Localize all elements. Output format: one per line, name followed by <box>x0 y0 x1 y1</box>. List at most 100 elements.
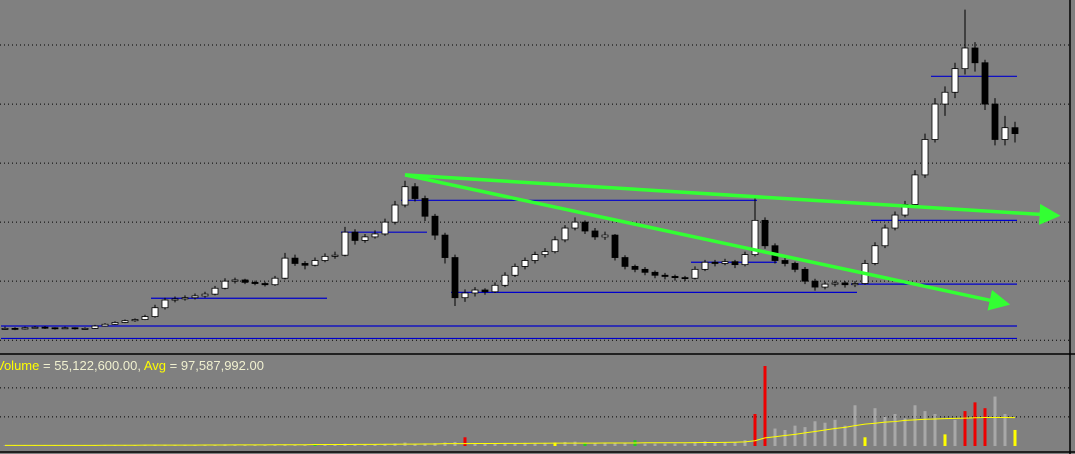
candle-body <box>131 319 139 322</box>
volume-bar <box>913 405 917 446</box>
volume-bar <box>483 443 487 446</box>
candle-body <box>961 47 969 70</box>
volume-bar <box>793 425 797 446</box>
candle-body <box>721 261 729 264</box>
volume-bar <box>273 444 277 446</box>
candle-body <box>411 186 419 199</box>
volume-bar <box>693 441 697 446</box>
candle-body <box>741 254 749 266</box>
volume-bar <box>883 416 887 446</box>
candle-body <box>241 279 249 283</box>
candle-body <box>311 260 319 266</box>
volume-bar <box>363 444 367 446</box>
candle-body <box>71 327 79 330</box>
candle-body <box>451 257 459 299</box>
candle-body <box>661 274 669 277</box>
volume-bar <box>603 443 607 446</box>
volume-bar <box>643 443 647 446</box>
volume-bar <box>903 418 907 446</box>
candle-body <box>641 268 649 273</box>
volume-bar <box>783 430 787 446</box>
candle-body <box>51 327 59 330</box>
volume-bar <box>593 443 597 446</box>
volume-bar <box>623 442 627 446</box>
candle-body <box>381 221 389 235</box>
readout-part: Avg <box>144 358 166 373</box>
candle-body <box>1011 127 1019 134</box>
candle-body <box>41 326 49 329</box>
candle-body <box>431 215 439 236</box>
candle-body <box>291 257 299 264</box>
candle-body <box>271 277 279 286</box>
volume-bar <box>1013 429 1017 446</box>
candle-body <box>781 260 789 264</box>
volume-bar <box>613 442 617 446</box>
volume-bar <box>433 443 437 446</box>
volume-bar <box>523 442 527 446</box>
candle-body <box>891 214 899 229</box>
volume-average-line <box>5 416 1016 446</box>
candle-body <box>221 280 229 289</box>
candle-body <box>541 251 549 255</box>
volume-bar <box>423 443 427 446</box>
volume-bar <box>353 444 357 446</box>
candle-body <box>881 227 889 247</box>
candle-body <box>941 91 949 105</box>
candle-body <box>21 327 29 330</box>
candle-body <box>31 326 39 329</box>
volume-bar <box>673 443 677 446</box>
candle-body <box>591 230 599 238</box>
candle-body <box>201 293 209 297</box>
volume-bar <box>653 443 657 446</box>
readout-part: = 55,122,600.00, <box>39 358 143 373</box>
volume-bar <box>713 442 717 446</box>
volume-bar <box>293 444 297 446</box>
volume-bar <box>733 441 737 446</box>
candle-body <box>571 221 579 229</box>
candle-body <box>341 231 349 256</box>
candle-body <box>321 255 329 261</box>
volume-bar <box>773 428 777 446</box>
candle-body <box>531 254 539 261</box>
candle-body <box>461 292 469 299</box>
volume-bar <box>743 440 747 446</box>
candle-body <box>701 261 709 270</box>
volume-bar <box>563 441 567 446</box>
candle-body <box>151 307 159 317</box>
volume-bar <box>383 443 387 446</box>
candle-body <box>871 245 879 264</box>
volume-bar <box>833 419 837 446</box>
volume-bar <box>923 411 927 446</box>
volume-bar <box>983 408 987 446</box>
volume-bar <box>473 443 477 446</box>
candle-body <box>441 234 449 258</box>
candle-body <box>951 68 959 93</box>
candle-body <box>511 266 519 276</box>
candle-body <box>161 299 169 309</box>
candle-body <box>971 47 979 64</box>
candle-body <box>581 221 589 232</box>
candle-body <box>711 261 719 264</box>
candle-body <box>11 327 19 330</box>
candle-body <box>671 276 679 279</box>
candle-body <box>191 295 199 299</box>
volume-bar <box>323 444 327 446</box>
volume-bar <box>933 414 937 446</box>
volume-bar <box>723 442 727 446</box>
candle-body <box>91 325 99 329</box>
candle-body <box>911 174 919 205</box>
candle-body <box>401 186 409 206</box>
volume-bar <box>243 444 247 446</box>
volume-bar <box>493 443 497 446</box>
volume-bar <box>963 411 967 446</box>
candle-body <box>121 320 129 323</box>
candle-body <box>101 323 109 327</box>
candle-body <box>791 263 799 270</box>
volume-bar <box>533 443 537 446</box>
volume-bar <box>1003 414 1007 446</box>
volume-bar <box>993 396 997 446</box>
volume-bar <box>513 443 517 446</box>
candle-body <box>821 283 829 288</box>
candle-body <box>731 261 739 266</box>
